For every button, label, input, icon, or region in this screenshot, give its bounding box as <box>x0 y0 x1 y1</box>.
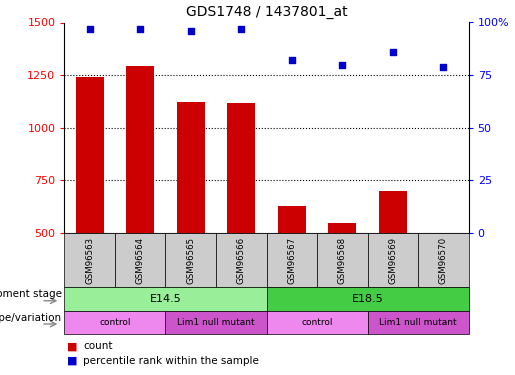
Point <box>389 49 397 55</box>
Bar <box>76 77 104 233</box>
Point <box>85 26 94 32</box>
Text: development stage: development stage <box>0 290 62 299</box>
Text: Lim1 null mutant: Lim1 null mutant <box>380 318 457 327</box>
Point <box>288 57 296 63</box>
Bar <box>278 206 306 233</box>
Text: Lim1 null mutant: Lim1 null mutant <box>177 318 255 327</box>
Text: E14.5: E14.5 <box>149 294 181 304</box>
Text: GSM96564: GSM96564 <box>135 237 145 284</box>
Text: percentile rank within the sample: percentile rank within the sample <box>83 356 260 366</box>
Text: GSM96569: GSM96569 <box>388 237 398 284</box>
Text: GSM96568: GSM96568 <box>338 237 347 284</box>
Bar <box>329 224 356 233</box>
Text: E18.5: E18.5 <box>352 294 384 304</box>
Bar <box>379 191 407 233</box>
Text: genotype/variation: genotype/variation <box>0 313 62 322</box>
Title: GDS1748 / 1437801_at: GDS1748 / 1437801_at <box>186 5 347 19</box>
Point <box>237 26 245 32</box>
Text: control: control <box>301 318 333 327</box>
Bar <box>227 104 255 233</box>
Text: count: count <box>83 341 113 351</box>
Point <box>338 62 347 68</box>
Text: ■: ■ <box>67 341 77 351</box>
Text: GSM96567: GSM96567 <box>287 237 296 284</box>
Text: GSM96565: GSM96565 <box>186 237 195 284</box>
Point <box>136 26 144 32</box>
Text: GSM96566: GSM96566 <box>237 237 246 284</box>
Point <box>186 28 195 34</box>
Bar <box>126 66 154 233</box>
Point <box>439 64 448 70</box>
Text: ■: ■ <box>67 356 77 366</box>
Text: GSM96563: GSM96563 <box>85 237 94 284</box>
Text: GSM96570: GSM96570 <box>439 237 448 284</box>
Text: control: control <box>99 318 131 327</box>
Bar <box>430 233 457 235</box>
Bar <box>177 102 204 233</box>
